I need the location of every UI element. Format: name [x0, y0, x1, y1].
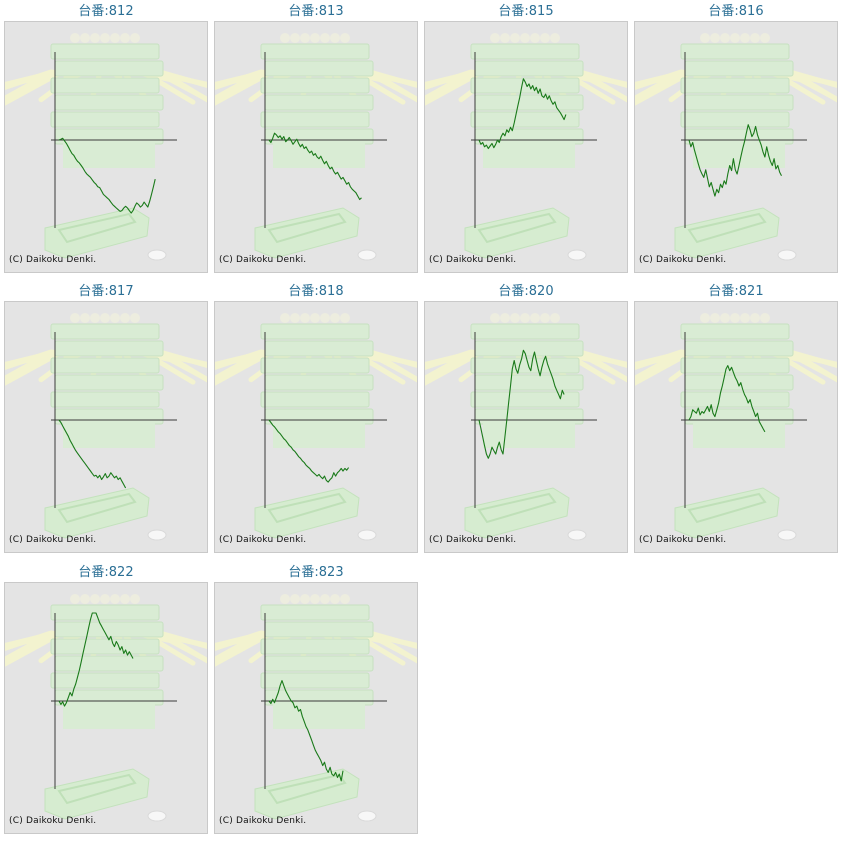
copyright-text: (C) Daikoku Denki.	[429, 255, 517, 265]
chart-svg	[5, 594, 207, 822]
chart-area: (C) Daikoku Denki.	[634, 301, 838, 553]
chart-svg	[5, 33, 207, 261]
background-illustration	[5, 33, 207, 261]
chart-panel: 台番:818 (C) Daikoku Denki.	[214, 280, 418, 553]
background-illustration	[425, 33, 627, 261]
series-line	[478, 78, 567, 150]
series-line	[688, 124, 782, 197]
chart-title[interactable]: 台番:818	[288, 284, 344, 299]
chart-title[interactable]: 台番:816	[708, 4, 764, 19]
chart-title[interactable]: 台番:815	[498, 4, 554, 19]
background-illustration	[5, 313, 207, 541]
chart-title[interactable]: 台番:821	[708, 284, 764, 299]
chart-svg	[215, 313, 417, 541]
chart-area: (C) Daikoku Denki.	[424, 301, 628, 553]
series-line	[58, 419, 127, 489]
background-illustration	[215, 33, 417, 261]
chart-title[interactable]: 台番:813	[288, 4, 344, 19]
copyright-text: (C) Daikoku Denki.	[219, 816, 307, 826]
chart-svg	[635, 33, 837, 261]
chart-area: (C) Daikoku Denki.	[214, 21, 418, 273]
chart-title[interactable]: 台番:823	[288, 565, 344, 580]
copyright-text: (C) Daikoku Denki.	[9, 255, 97, 265]
series-line	[268, 132, 362, 201]
chart-area: (C) Daikoku Denki.	[4, 21, 208, 273]
series-line	[58, 612, 134, 707]
chart-area: (C) Daikoku Denki.	[634, 21, 838, 273]
chart-panel: 台番:823 (C) Daikoku Denki.	[214, 561, 418, 834]
chart-title[interactable]: 台番:822	[78, 565, 134, 580]
background-illustration	[635, 33, 837, 261]
chart-panel: 台番:813 (C) Daikoku Denki.	[214, 0, 418, 273]
copyright-text: (C) Daikoku Denki.	[9, 816, 97, 826]
chart-panel: 台番:817 (C) Daikoku Denki.	[4, 280, 208, 553]
series-line	[58, 137, 156, 214]
background-illustration	[425, 313, 627, 541]
chart-panel: 台番:816 (C) Daikoku Denki.	[634, 0, 838, 273]
copyright-text: (C) Daikoku Denki.	[219, 535, 307, 545]
chart-title[interactable]: 台番:820	[498, 284, 554, 299]
copyright-text: (C) Daikoku Denki.	[9, 535, 97, 545]
chart-svg	[425, 313, 627, 541]
series-line	[268, 419, 350, 483]
chart-area: (C) Daikoku Denki.	[424, 21, 628, 273]
chart-area: (C) Daikoku Denki.	[214, 301, 418, 553]
chart-svg	[5, 313, 207, 541]
chart-title[interactable]: 台番:812	[78, 4, 134, 19]
copyright-text: (C) Daikoku Denki.	[219, 255, 307, 265]
chart-area: (C) Daikoku Denki.	[4, 301, 208, 553]
chart-title[interactable]: 台番:817	[78, 284, 134, 299]
chart-panel: 台番:812 (C) Daikoku Denki.	[4, 0, 208, 273]
background-illustration	[215, 594, 417, 822]
background-illustration	[5, 594, 207, 822]
series-line	[268, 680, 344, 782]
chart-panel: 台番:821 (C) Daikoku Denki.	[634, 280, 838, 553]
chart-svg	[215, 33, 417, 261]
background-illustration	[215, 313, 417, 541]
chart-panel: 台番:815 (C) Daikoku Denki.	[424, 0, 628, 273]
chart-svg	[425, 33, 627, 261]
chart-svg	[635, 313, 837, 541]
chart-area: (C) Daikoku Denki.	[214, 582, 418, 834]
chart-panel: 台番:822 (C) Daikoku Denki.	[4, 561, 208, 834]
series-line	[478, 349, 565, 459]
chart-area: (C) Daikoku Denki.	[4, 582, 208, 834]
background-illustration	[635, 313, 837, 541]
series-line	[688, 365, 766, 433]
chart-svg	[215, 594, 417, 822]
chart-panel: 台番:820 (C) Daikoku Denki.	[424, 280, 628, 553]
copyright-text: (C) Daikoku Denki.	[429, 535, 517, 545]
copyright-text: (C) Daikoku Denki.	[639, 255, 727, 265]
copyright-text: (C) Daikoku Denki.	[639, 535, 727, 545]
